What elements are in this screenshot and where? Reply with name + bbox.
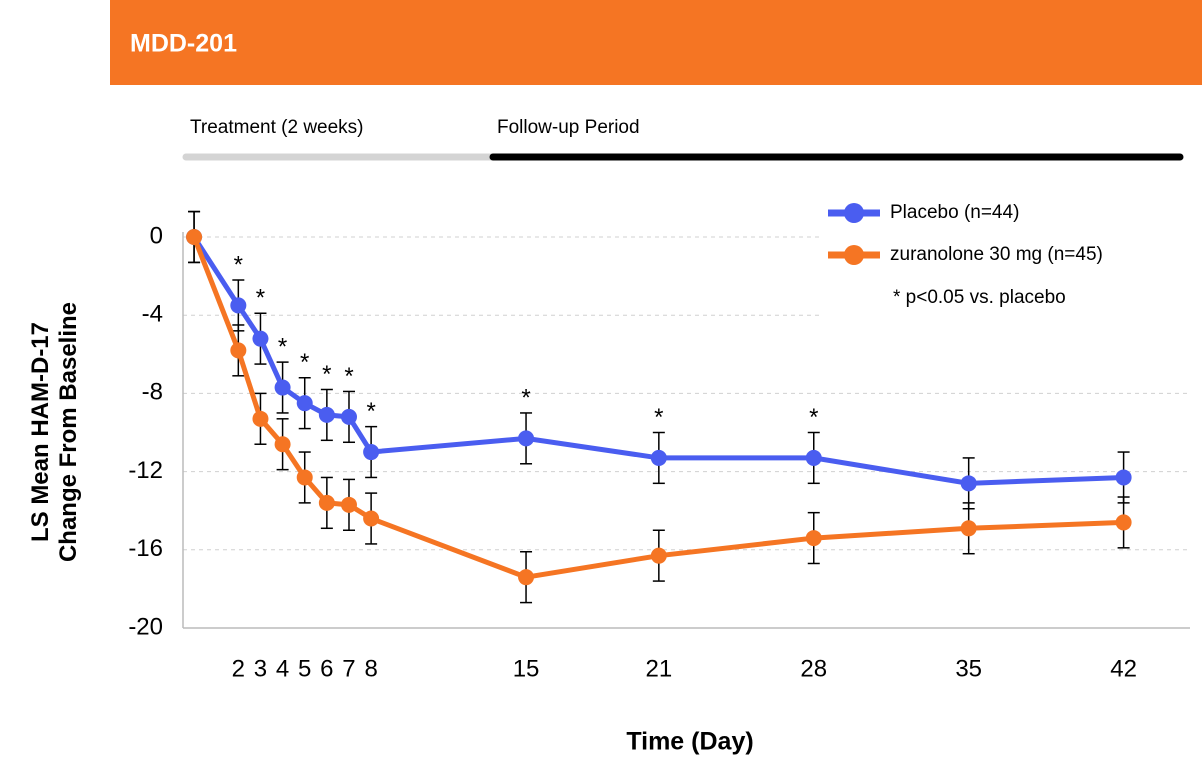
point xyxy=(1115,469,1132,486)
x-tick-label: 8 xyxy=(364,655,377,682)
point xyxy=(805,449,822,466)
y-tick-label: -20 xyxy=(128,613,163,640)
x-tick-label: 28 xyxy=(800,655,827,682)
x-tick-label: 21 xyxy=(645,655,672,682)
x-tick-label: 42 xyxy=(1110,655,1137,682)
significance-marker: * xyxy=(366,398,375,425)
significance-marker: * xyxy=(234,251,243,278)
point xyxy=(340,408,357,425)
point xyxy=(186,229,203,245)
significance-marker: * xyxy=(654,404,663,431)
point xyxy=(363,510,380,527)
period-label: Follow-up Period xyxy=(497,117,640,138)
point xyxy=(518,430,535,447)
point xyxy=(252,330,269,347)
point xyxy=(274,379,291,396)
point xyxy=(230,297,247,314)
x-tick-label: 15 xyxy=(513,655,540,682)
point xyxy=(650,547,667,564)
point xyxy=(318,494,335,511)
x-axis-label: Time (Day) xyxy=(626,728,753,756)
significance-marker: * xyxy=(344,363,353,390)
significance-marker: * xyxy=(278,333,287,360)
legend-note: * p<0.05 vs. placebo xyxy=(893,287,1066,308)
legend-bg xyxy=(820,195,1190,320)
point xyxy=(1115,514,1132,531)
x-tick-label: 2 xyxy=(232,655,245,682)
point xyxy=(296,395,313,412)
header-bar xyxy=(110,0,1202,85)
point xyxy=(252,410,269,427)
x-tick-label: 5 xyxy=(298,655,311,682)
significance-marker: * xyxy=(322,361,331,388)
point xyxy=(518,569,535,586)
chart-title: MDD-201 xyxy=(130,30,237,58)
point xyxy=(230,342,247,359)
significance-marker: * xyxy=(809,404,818,431)
y-tick-label: 0 xyxy=(150,222,163,249)
significance-marker: * xyxy=(521,384,530,411)
point xyxy=(318,406,335,423)
y-tick-label: -12 xyxy=(128,457,163,484)
y-axis-label-line: Change From Baseline xyxy=(55,302,82,562)
y-axis-label: LS Mean HAM-D-17Change From Baseline xyxy=(27,302,82,562)
x-tick-label: 4 xyxy=(276,655,289,682)
x-tick-label: 7 xyxy=(342,655,355,682)
legend-marker xyxy=(844,203,864,223)
significance-marker: * xyxy=(256,285,265,312)
significance-marker: * xyxy=(300,349,309,376)
point xyxy=(805,530,822,547)
y-tick-label: -4 xyxy=(142,301,163,328)
point xyxy=(960,520,977,537)
x-tick-label: 6 xyxy=(320,655,333,682)
y-tick-label: -8 xyxy=(142,379,163,406)
x-tick-label: 3 xyxy=(254,655,267,682)
legend-label: zuranolone 30 mg (n=45) xyxy=(890,244,1103,265)
point xyxy=(340,496,357,513)
y-axis-label-line: LS Mean HAM-D-17 xyxy=(27,322,54,542)
legend-label: Placebo (n=44) xyxy=(890,202,1019,223)
legend-marker xyxy=(844,245,864,265)
point xyxy=(650,449,667,466)
point xyxy=(274,436,291,453)
point xyxy=(363,444,380,461)
period-label: Treatment (2 weeks) xyxy=(190,117,364,138)
x-tick-label: 35 xyxy=(955,655,982,682)
point xyxy=(960,475,977,492)
point xyxy=(296,469,313,486)
y-tick-label: -16 xyxy=(128,535,163,562)
